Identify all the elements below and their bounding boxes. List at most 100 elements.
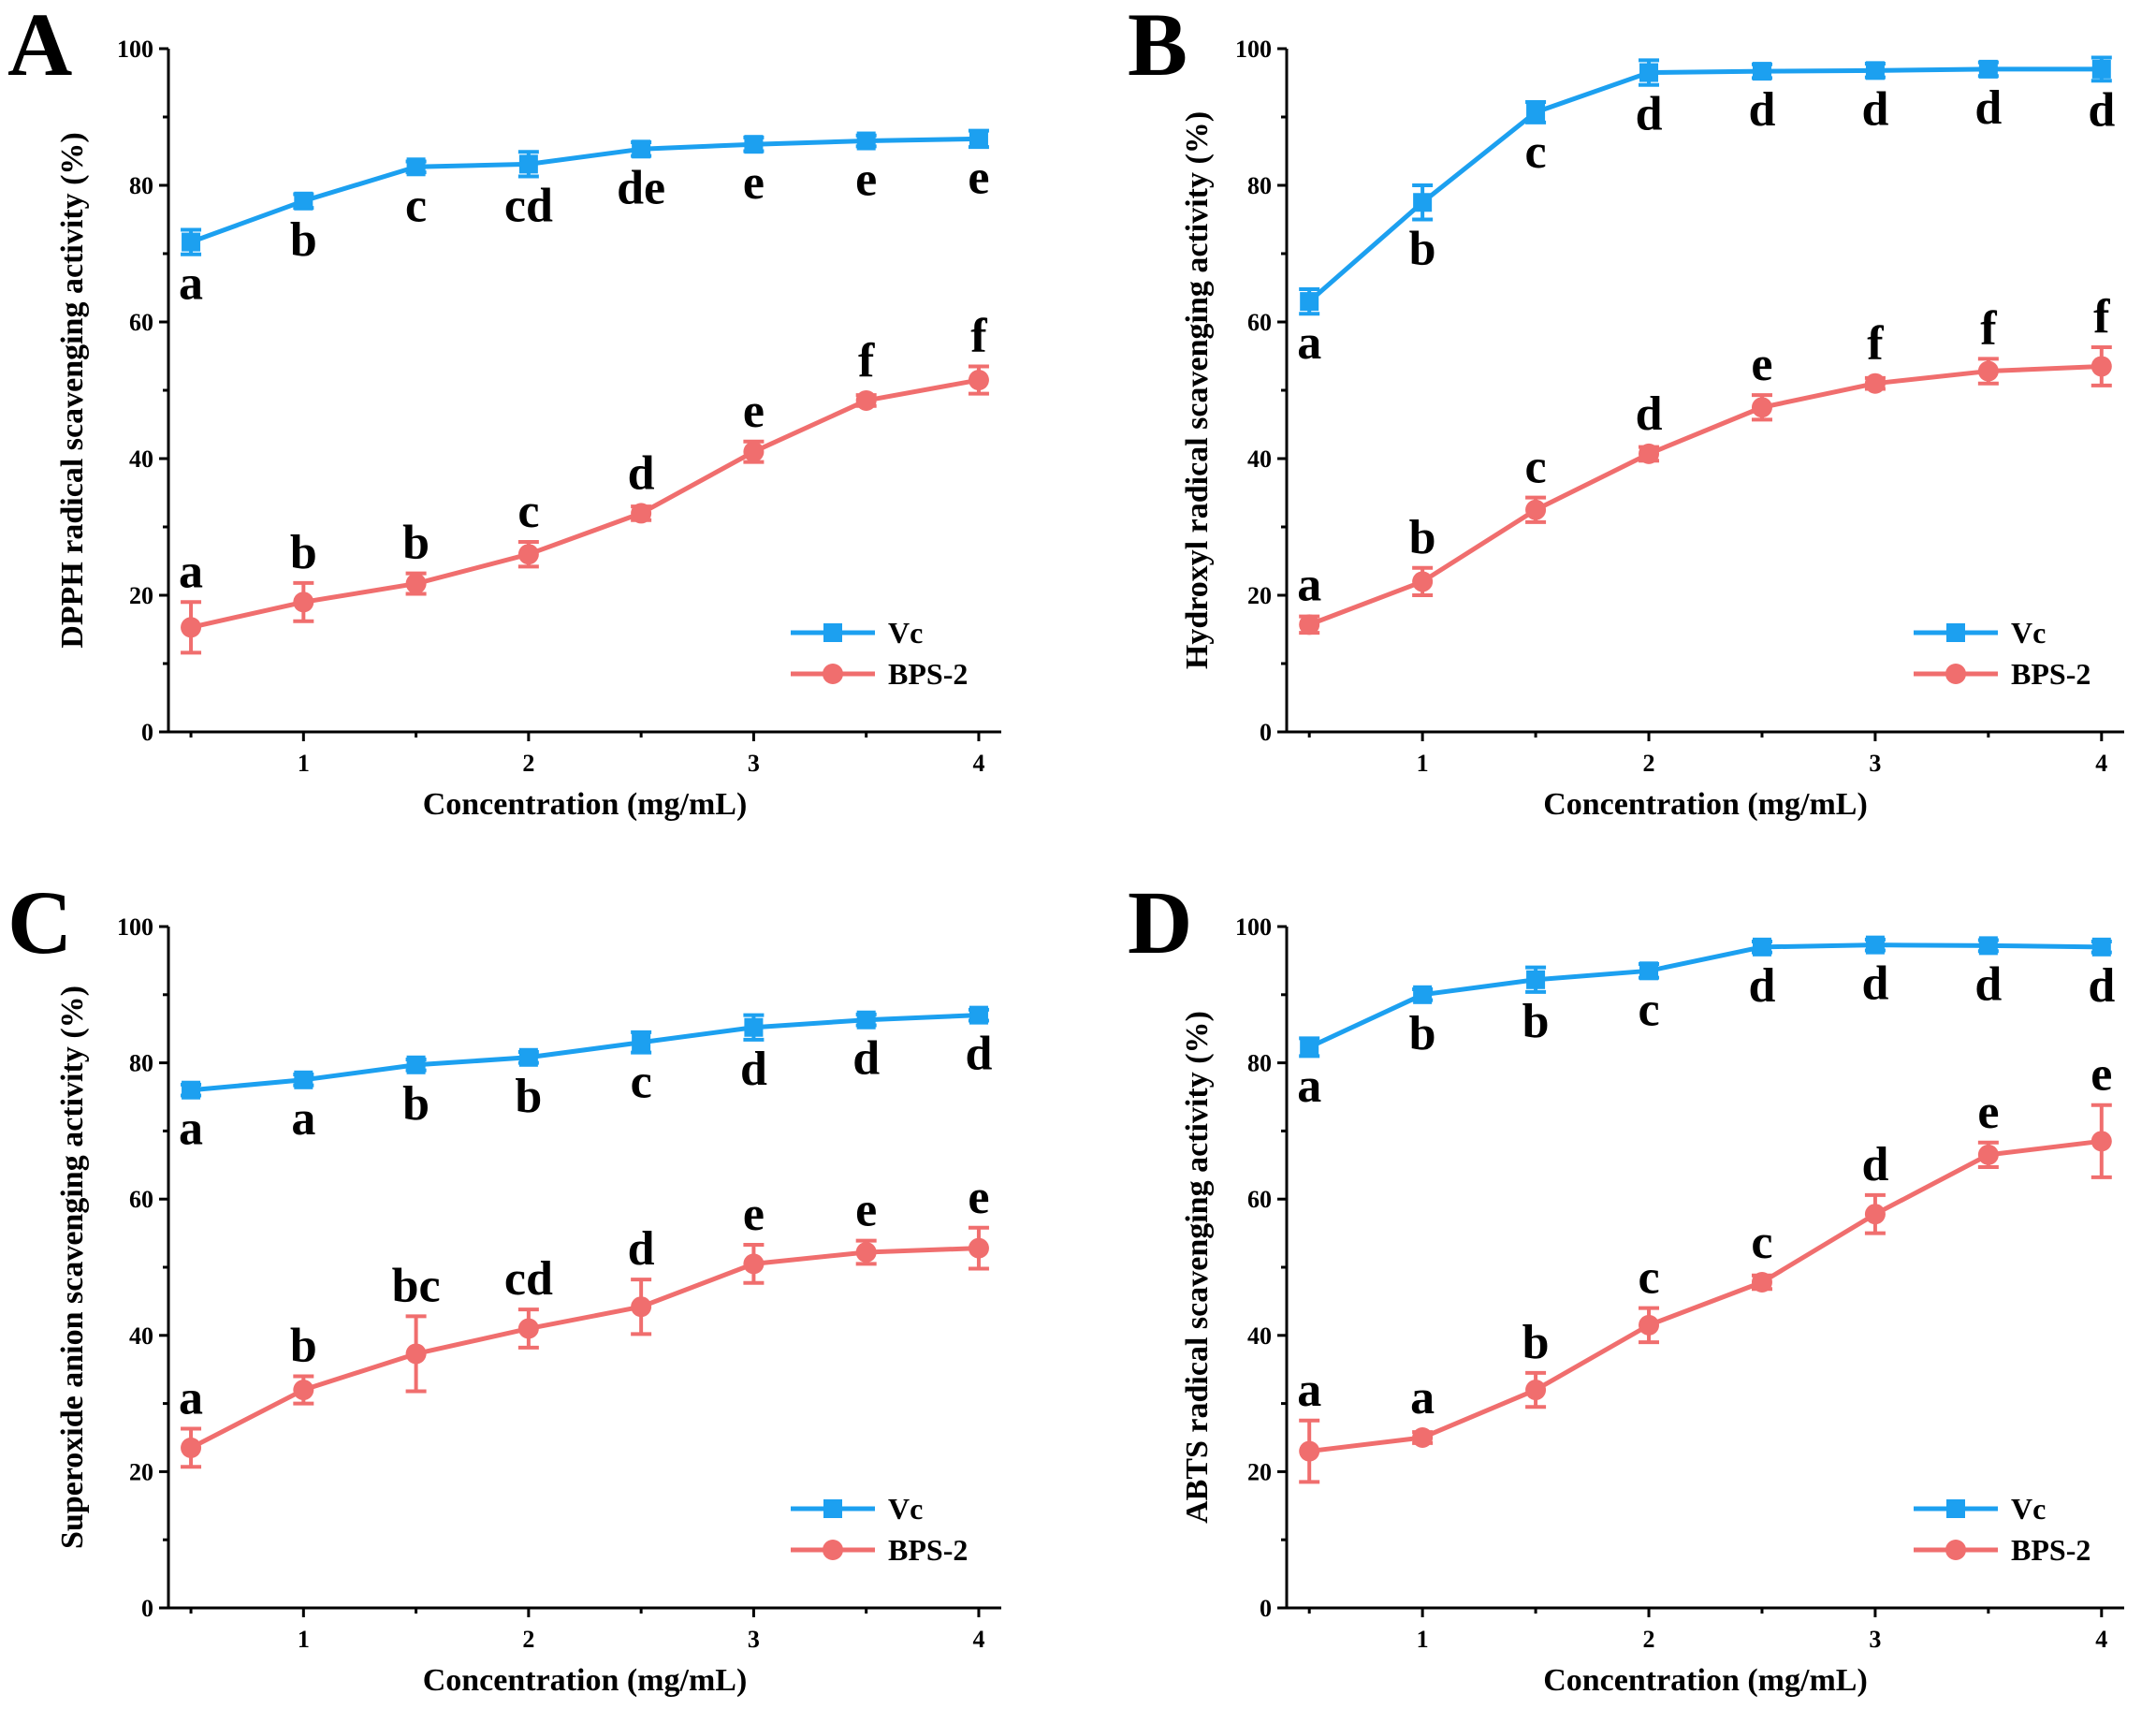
x-tick-label: 3: [748, 750, 760, 777]
panel-a: A 0 20 40 60 80 100 1 2 3 4 Concentration (mg/mL) DP…: [7, 0, 1001, 822]
data-point: [744, 135, 764, 154]
series-line: [1308, 363, 2102, 627]
significance-label: c: [631, 1056, 652, 1109]
legend-label: Vc: [888, 616, 923, 650]
series-line: [1307, 66, 2102, 303]
series-line: [190, 377, 980, 630]
significance-label: d: [852, 1032, 880, 1086]
panel-letter: C: [7, 872, 72, 972]
legend-item-bps-2: BPS-2: [1914, 657, 2090, 691]
data-point: [1300, 292, 1319, 312]
data-point: [517, 1318, 539, 1339]
data-point: [518, 1047, 538, 1067]
legend-item-bps-2: BPS-2: [791, 657, 968, 691]
x-tick-label: 2: [1643, 1626, 1655, 1653]
y-tick-label: 60: [129, 1186, 153, 1213]
data-point: [631, 1296, 652, 1318]
significance-label: a: [179, 1372, 203, 1425]
significance-label: d: [1749, 959, 1776, 1013]
data-point: [1639, 443, 1660, 464]
significance-label: de: [617, 161, 665, 214]
legend-item-vc: Vc: [791, 616, 923, 650]
significance-label: d: [1861, 957, 1888, 1011]
significance-label: e: [968, 1171, 989, 1224]
significance-label: d: [1636, 88, 1663, 141]
data-point: [406, 1055, 426, 1074]
y-tick-label: 0: [141, 1595, 153, 1622]
data-point: [1978, 59, 1998, 79]
significance-label: f: [970, 309, 987, 362]
y-tick-label: 40: [129, 1322, 153, 1350]
legend: Vc BPS-2: [791, 616, 968, 691]
legend: Vc BPS-2: [1914, 1492, 2090, 1567]
legend-label: BPS-2: [2011, 657, 2090, 691]
significance-label: e: [1751, 338, 1772, 391]
data-point: [969, 1005, 988, 1025]
significance-label: bc: [392, 1259, 441, 1312]
y-tick-label: 100: [1235, 913, 1272, 941]
significance-label: a: [1297, 558, 1321, 611]
y-tick-label: 20: [1247, 1458, 1272, 1485]
significance-label: c: [517, 485, 539, 538]
y-tick-label: 60: [1247, 309, 1272, 336]
legend-item-vc: Vc: [791, 1492, 923, 1526]
data-point: [1412, 1427, 1434, 1448]
series-bps-2: a b bc cd d e e e: [179, 1171, 989, 1469]
significance-label: a: [179, 257, 203, 311]
significance-label: c: [405, 179, 427, 232]
data-point: [855, 1241, 877, 1263]
significance-label: e: [743, 156, 765, 210]
data-point: [1525, 499, 1547, 520]
legend-marker: [1945, 664, 1966, 684]
panel-c: C 0 20 40 60 80 100 1 2 3 4 Concentration (mg/mL) Su…: [7, 872, 1001, 1698]
data-point: [1751, 397, 1772, 418]
legend-marker: [1946, 1499, 1965, 1518]
y-tick-label: 0: [1260, 719, 1272, 746]
y-tick-label: 80: [129, 1050, 153, 1077]
x-axis-title: Concentration (mg/mL): [1543, 1663, 1868, 1698]
data-point: [1639, 63, 1659, 82]
significance-label: a: [1410, 1371, 1435, 1424]
data-point: [1526, 970, 1546, 989]
data-point: [2091, 59, 2111, 79]
significance-label: e: [968, 151, 989, 204]
data-point: [1300, 1037, 1319, 1057]
legend-marker: [823, 1499, 842, 1518]
significance-label: d: [1749, 83, 1776, 137]
data-point: [294, 191, 313, 211]
x-tick-label: 4: [2095, 1626, 2107, 1653]
y-tick-label: 0: [1260, 1595, 1272, 1622]
significance-label: d: [740, 1043, 767, 1096]
data-point: [1639, 1314, 1660, 1336]
y-tick-label: 40: [1247, 1322, 1272, 1350]
significance-label: b: [1409, 511, 1436, 564]
significance-label: d: [2088, 959, 2115, 1013]
x-tick-label: 3: [1869, 1626, 1881, 1653]
data-point: [2091, 937, 2111, 957]
significance-label: c: [1751, 1216, 1772, 1269]
data-point: [631, 503, 652, 524]
data-point: [1299, 1440, 1320, 1462]
y-tick-label: 80: [1247, 1050, 1272, 1077]
legend-label: Vc: [2011, 1492, 2046, 1526]
significance-label: a: [179, 1103, 203, 1156]
y-axis-title: DPPH radical scavenging activity (%): [55, 132, 90, 648]
significance-label: e: [1977, 1086, 1999, 1139]
x-tick-label: 1: [298, 750, 310, 777]
x-tick-label: 1: [1417, 1626, 1429, 1653]
data-point: [1977, 360, 1999, 382]
y-tick-label: 100: [1235, 36, 1272, 63]
y-tick-label: 0: [141, 719, 153, 746]
x-tick-label: 1: [1417, 750, 1429, 777]
significance-label: cd: [504, 1252, 553, 1306]
data-point: [405, 573, 427, 594]
y-tick-label: 20: [1247, 582, 1272, 609]
significance-label: f: [2093, 290, 2110, 343]
data-point: [968, 1237, 989, 1259]
legend-label: BPS-2: [888, 1533, 968, 1567]
y-tick-label: 60: [1247, 1186, 1272, 1213]
data-point: [743, 441, 765, 462]
x-tick-label: 4: [972, 750, 984, 777]
legend-item-vc: Vc: [1914, 616, 2046, 650]
data-point: [182, 232, 201, 252]
